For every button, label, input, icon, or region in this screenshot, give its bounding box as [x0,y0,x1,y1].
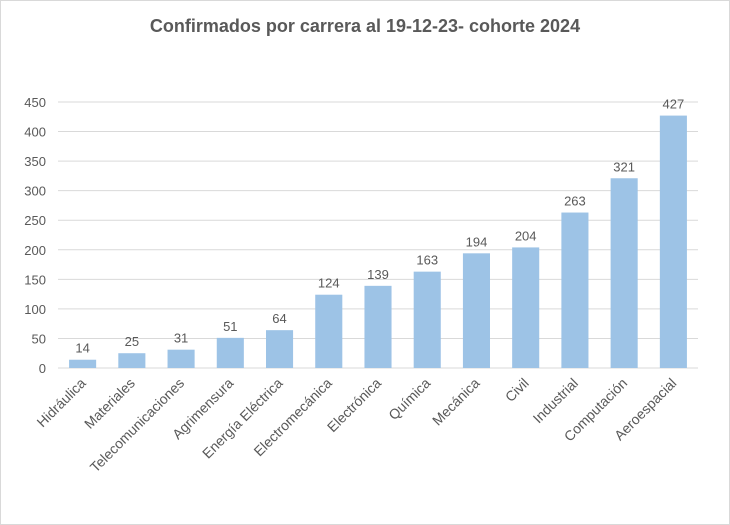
bar [167,349,195,368]
x-tick-label: Hidráulica [33,375,88,430]
bar [266,330,294,368]
y-axis-tick-labels: 0 50 100 150 200 250 300 350 400 450 [24,95,46,376]
data-label: 124 [318,276,340,291]
bar [69,359,97,368]
data-label: 194 [466,234,488,249]
data-label: 263 [564,194,586,209]
x-axis-tick-labels: HidráulicaMaterialesTelecomunicacionesAg… [33,375,679,476]
data-label: 163 [416,253,438,268]
bar [413,271,441,368]
y-tick-label: 250 [24,213,46,228]
bar [561,212,589,368]
bar [462,253,490,368]
bar [315,294,343,368]
x-tick-label: Civil [502,375,532,405]
bar [610,178,638,368]
y-tick-label: 100 [24,302,46,317]
y-tick-label: 450 [24,95,46,110]
data-labels: 14 25 31 51 64 124 139 163 194 204 263 321 427 [75,97,684,356]
chart-title: Confirmados por carrera al 19-12-23- coh… [149,16,581,36]
bar [118,353,146,368]
y-tick-label: 200 [24,243,46,258]
x-tick-label: Electrónica [324,375,384,435]
data-label: 14 [75,341,89,356]
data-label: 139 [367,267,389,282]
x-tick-label: Química [385,375,433,423]
data-label: 31 [174,331,188,346]
data-label: 321 [613,159,635,174]
y-tick-label: 0 [39,361,46,376]
x-tick-label: Industrial [530,375,581,426]
data-label: 25 [125,334,139,349]
data-label: 64 [272,311,286,326]
data-label: 51 [223,319,237,334]
y-tick-label: 300 [24,184,46,199]
y-tick-label: 50 [32,331,46,346]
x-tick-label: Telecomunicaciones [87,375,187,475]
bars [69,115,687,369]
data-label: 204 [515,228,537,243]
y-tick-label: 400 [24,125,46,140]
bar [659,115,687,369]
bar [364,285,392,368]
bar [216,337,244,368]
y-tick-label: 150 [24,272,46,287]
x-tick-label: Mecánica [429,375,483,429]
y-tick-label: 350 [24,154,46,169]
bar [512,247,540,368]
data-label: 427 [663,97,685,112]
